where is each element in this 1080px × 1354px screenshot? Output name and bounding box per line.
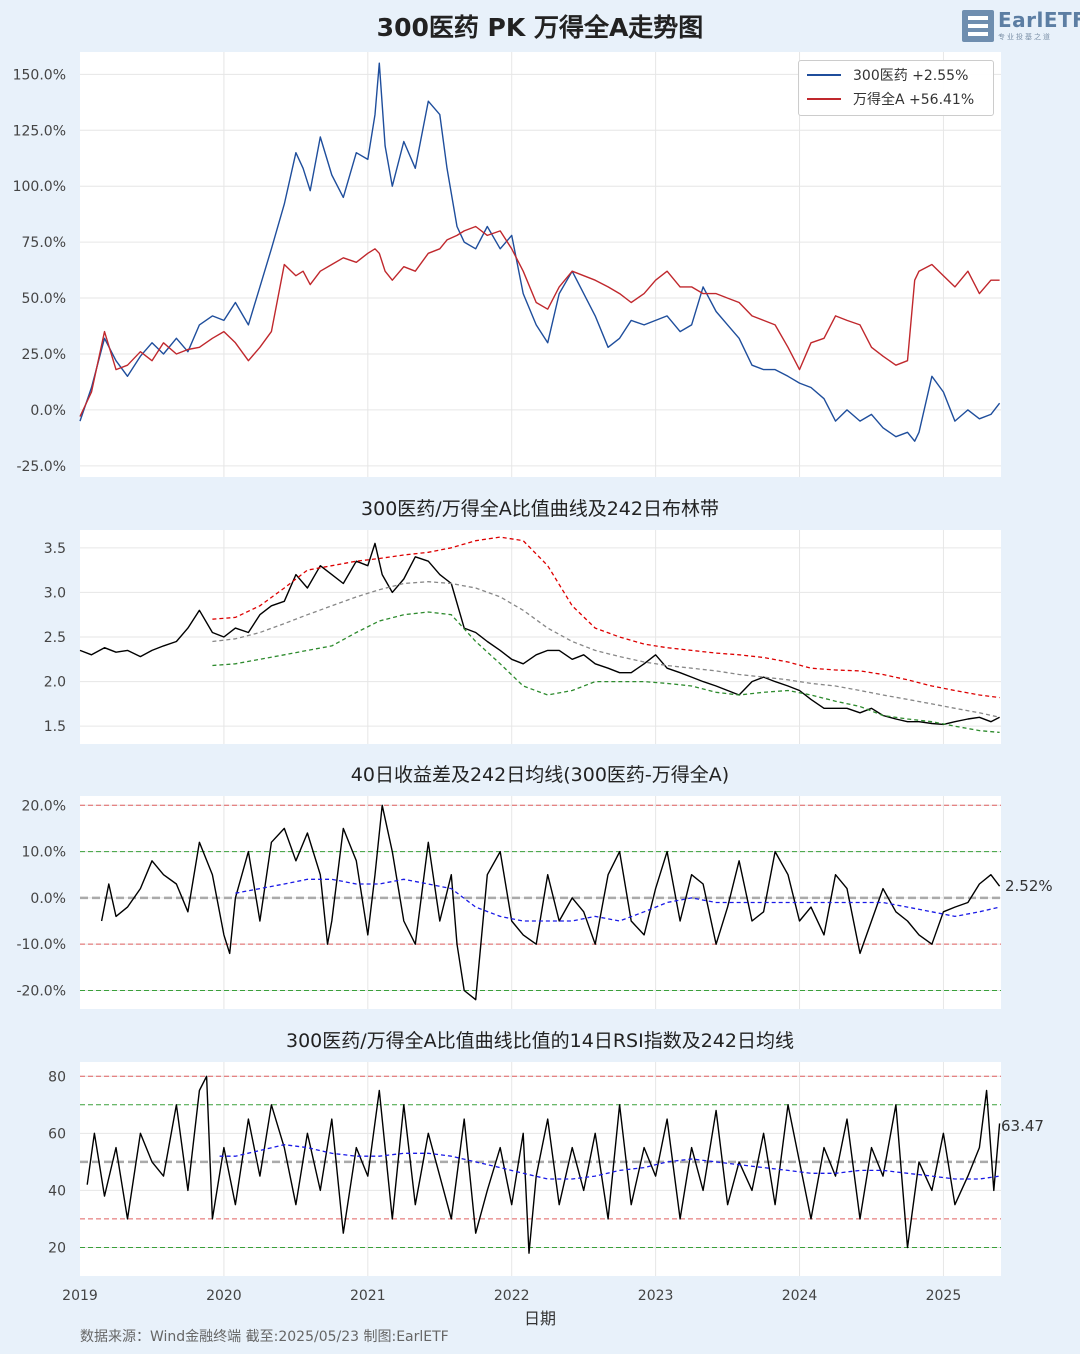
y-tick-label-panel-2: 2.0 <box>44 675 66 691</box>
panel-2-title: 300医药/万得全A比值曲线及242日布林带 <box>361 498 719 520</box>
y-tick-label-panel-4: 60 <box>48 1126 66 1142</box>
logo-text: EarlETF <box>998 8 1080 32</box>
series-line-panel-4-1 <box>219 1144 1000 1180</box>
legend-swatch-blue <box>807 74 841 76</box>
legend-label-wind-all-a: 万得全A +56.41% <box>853 92 975 108</box>
x-axis-label: 日期 <box>523 1309 556 1328</box>
series-line-panel-2-3 <box>212 611 1000 734</box>
panel-1-background <box>80 52 1001 477</box>
y-tick-label-panel-1: 100.0% <box>13 179 66 195</box>
y-tick-label-panel-2: 3.5 <box>44 541 66 557</box>
x-tick-label-2020: 2020 <box>206 1288 242 1304</box>
panel-4-last-value: 63.47 <box>1001 1117 1044 1135</box>
y-tick-label-panel-4: 80 <box>48 1069 66 1085</box>
y-tick-label-panel-3: 0.0% <box>30 891 66 907</box>
data-source-footer: 数据来源：Wind金融终端 截至:2025/05/23 制图:EarlETF <box>80 1329 449 1345</box>
logo-mark-icon <box>962 10 994 42</box>
chart-legend: 300医药 +2.55% 万得全A +56.41% <box>798 60 994 116</box>
y-tick-label-panel-3: -10.0% <box>16 937 66 953</box>
panel-4-title: 300医药/万得全A比值曲线比值的14日RSI指数及242日均线 <box>286 1030 794 1052</box>
y-tick-label-panel-1: 0.0% <box>30 403 66 419</box>
panel-3-background <box>80 796 1001 1009</box>
y-tick-label-panel-3: 20.0% <box>22 798 66 814</box>
x-tick-label-2021: 2021 <box>350 1288 386 1304</box>
series-line-panel-2-0 <box>79 542 1000 726</box>
series-line-blue <box>79 62 1001 442</box>
y-tick-label-panel-2: 2.5 <box>44 630 66 646</box>
y-tick-label-panel-4: 40 <box>48 1183 66 1199</box>
y-tick-label-panel-3: 10.0% <box>22 845 66 861</box>
x-tick-label-2022: 2022 <box>494 1288 530 1304</box>
y-tick-label-panel-4: 20 <box>48 1240 66 1256</box>
y-tick-label-panel-3: -20.0% <box>16 983 66 999</box>
x-tick-label-2019: 2019 <box>62 1288 98 1304</box>
x-tick-label-2025: 2025 <box>926 1288 962 1304</box>
series-line-panel-2-2 <box>212 536 1000 699</box>
panel-3-last-value: 2.52% <box>1005 877 1053 895</box>
legend-swatch-red <box>807 98 841 100</box>
y-tick-label-panel-2: 1.5 <box>44 719 66 735</box>
y-tick-label-panel-1: 25.0% <box>22 347 66 363</box>
y-tick-label-panel-1: 125.0% <box>13 123 66 139</box>
y-tick-label-panel-1: -25.0% <box>16 459 66 475</box>
earletf-logo: EarlETF 专业投基之道 <box>962 8 1080 44</box>
page-title: 300医药 PK 万得全A走势图 <box>376 13 704 42</box>
y-tick-label-panel-2: 3.0 <box>44 585 66 601</box>
series-line-panel-4-0 <box>86 1075 1001 1254</box>
series-line-panel-3-1 <box>235 878 1000 922</box>
panel-3-title: 40日收益差及242日均线(300医药-万得全A) <box>350 764 730 786</box>
logo-subtitle: 专业投基之道 <box>998 33 1052 41</box>
x-tick-label-2023: 2023 <box>638 1288 674 1304</box>
series-line-panel-3-0 <box>100 804 1001 1001</box>
series-line-panel-2-1 <box>212 581 1000 718</box>
panel-4-background <box>80 1062 1001 1276</box>
y-tick-label-panel-1: 150.0% <box>13 67 66 83</box>
series-line-red <box>79 225 1000 417</box>
y-tick-label-panel-1: 75.0% <box>22 235 66 251</box>
legend-label-300-medical: 300医药 +2.55% <box>853 68 969 84</box>
x-tick-label-2024: 2024 <box>782 1288 818 1304</box>
y-tick-label-panel-1: 50.0% <box>22 291 66 307</box>
